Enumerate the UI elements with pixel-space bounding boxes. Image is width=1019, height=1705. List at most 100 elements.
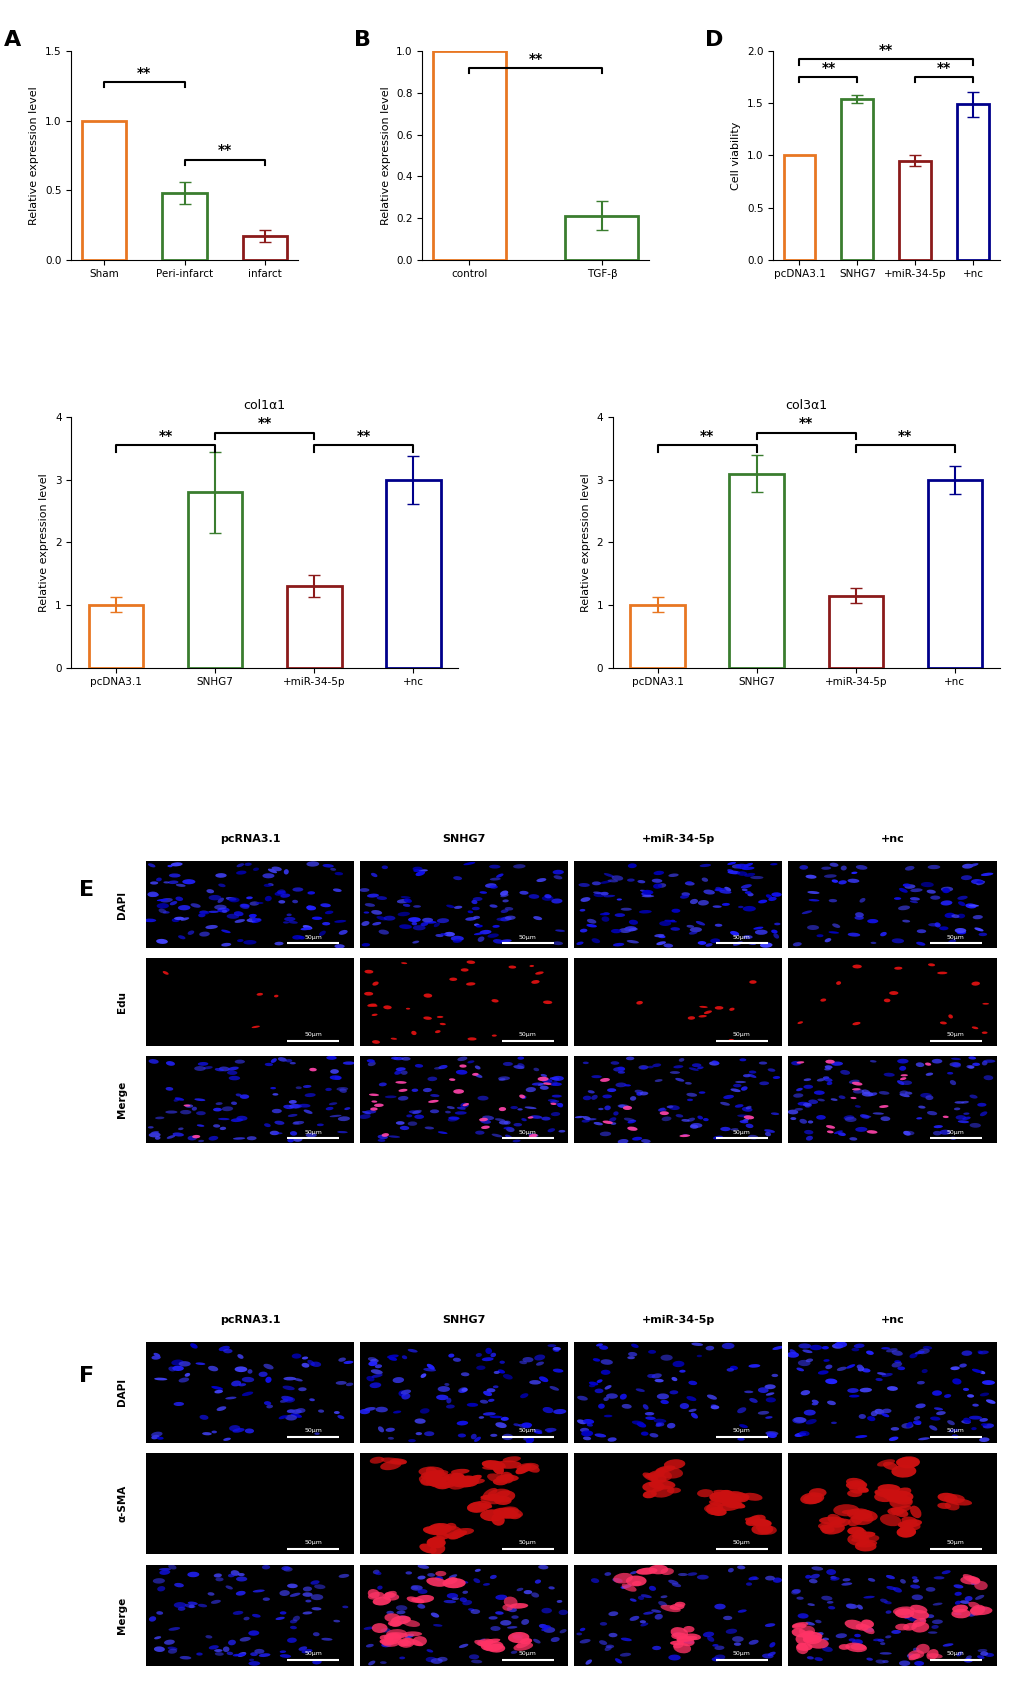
Ellipse shape	[926, 864, 940, 870]
Ellipse shape	[530, 1115, 542, 1118]
Ellipse shape	[208, 1136, 218, 1141]
Ellipse shape	[982, 1059, 995, 1062]
Ellipse shape	[772, 1076, 780, 1079]
Ellipse shape	[473, 916, 480, 919]
Ellipse shape	[911, 1575, 917, 1579]
Ellipse shape	[436, 1478, 455, 1488]
Text: **: **	[528, 51, 542, 66]
Ellipse shape	[735, 1081, 745, 1083]
Ellipse shape	[289, 1130, 297, 1136]
Ellipse shape	[641, 892, 650, 897]
Ellipse shape	[481, 1459, 505, 1470]
Ellipse shape	[165, 1110, 177, 1113]
Ellipse shape	[255, 917, 261, 921]
Ellipse shape	[396, 1611, 406, 1615]
Ellipse shape	[248, 1630, 259, 1635]
Ellipse shape	[235, 1577, 247, 1582]
Ellipse shape	[293, 1378, 303, 1381]
Ellipse shape	[211, 1386, 223, 1390]
Ellipse shape	[791, 1061, 801, 1066]
Ellipse shape	[792, 1417, 805, 1424]
Ellipse shape	[434, 1482, 450, 1490]
Bar	[729, 474, 784, 668]
Ellipse shape	[496, 1512, 517, 1519]
Ellipse shape	[713, 1645, 723, 1650]
Ellipse shape	[869, 1061, 875, 1062]
Ellipse shape	[476, 1639, 485, 1644]
Ellipse shape	[364, 1407, 375, 1412]
Ellipse shape	[588, 1381, 598, 1386]
Ellipse shape	[772, 1577, 782, 1582]
Ellipse shape	[847, 933, 859, 936]
Ellipse shape	[580, 1427, 589, 1432]
Ellipse shape	[761, 1654, 772, 1659]
Ellipse shape	[850, 1096, 856, 1100]
Ellipse shape	[681, 892, 690, 895]
Ellipse shape	[647, 1470, 672, 1482]
Ellipse shape	[307, 892, 315, 895]
Ellipse shape	[279, 1654, 290, 1657]
Ellipse shape	[367, 893, 378, 897]
Ellipse shape	[853, 1344, 864, 1349]
Ellipse shape	[711, 1492, 729, 1500]
Ellipse shape	[227, 1071, 237, 1074]
Ellipse shape	[552, 941, 562, 945]
Ellipse shape	[337, 1415, 344, 1419]
Ellipse shape	[624, 1084, 631, 1086]
Ellipse shape	[342, 1606, 348, 1608]
Text: +miR-34-5p: +miR-34-5p	[641, 834, 714, 844]
Ellipse shape	[521, 1620, 529, 1625]
Ellipse shape	[455, 1069, 467, 1074]
Ellipse shape	[362, 943, 370, 946]
Ellipse shape	[855, 1623, 868, 1630]
Ellipse shape	[805, 1419, 816, 1424]
Ellipse shape	[732, 864, 741, 868]
Ellipse shape	[542, 1625, 550, 1628]
Ellipse shape	[791, 1589, 800, 1594]
Ellipse shape	[343, 1107, 350, 1110]
Ellipse shape	[909, 900, 917, 904]
Ellipse shape	[426, 1649, 433, 1652]
Ellipse shape	[807, 1100, 817, 1105]
Ellipse shape	[508, 1603, 528, 1610]
Ellipse shape	[541, 1079, 552, 1083]
Ellipse shape	[666, 1105, 673, 1108]
Ellipse shape	[286, 914, 291, 916]
Ellipse shape	[829, 1098, 837, 1101]
Ellipse shape	[743, 1115, 753, 1120]
Ellipse shape	[977, 933, 986, 936]
Text: 50μm: 50μm	[946, 1130, 964, 1136]
Ellipse shape	[591, 1076, 601, 1078]
Ellipse shape	[626, 939, 638, 943]
Ellipse shape	[854, 916, 863, 919]
Ellipse shape	[511, 1650, 517, 1654]
Ellipse shape	[465, 917, 476, 921]
Ellipse shape	[676, 1635, 697, 1642]
Ellipse shape	[604, 1572, 610, 1575]
Ellipse shape	[896, 1081, 904, 1084]
Ellipse shape	[962, 1574, 978, 1584]
Ellipse shape	[438, 1066, 447, 1069]
Ellipse shape	[901, 1516, 916, 1524]
Ellipse shape	[705, 1502, 722, 1516]
Ellipse shape	[716, 1502, 740, 1511]
Ellipse shape	[437, 1386, 449, 1391]
Ellipse shape	[915, 941, 924, 946]
Ellipse shape	[374, 1103, 383, 1107]
Ellipse shape	[215, 1101, 222, 1105]
Ellipse shape	[381, 866, 387, 870]
Ellipse shape	[982, 1076, 993, 1081]
Ellipse shape	[157, 904, 169, 909]
Ellipse shape	[543, 1083, 551, 1084]
Ellipse shape	[968, 905, 978, 907]
Ellipse shape	[403, 904, 410, 907]
Ellipse shape	[730, 931, 739, 936]
Ellipse shape	[208, 1366, 218, 1371]
Ellipse shape	[471, 1434, 476, 1439]
Ellipse shape	[627, 1127, 637, 1130]
Ellipse shape	[513, 1139, 520, 1142]
Text: pcRNA3.1: pcRNA3.1	[219, 834, 280, 844]
Ellipse shape	[909, 1506, 920, 1517]
Ellipse shape	[587, 1089, 594, 1093]
Ellipse shape	[384, 1633, 401, 1644]
